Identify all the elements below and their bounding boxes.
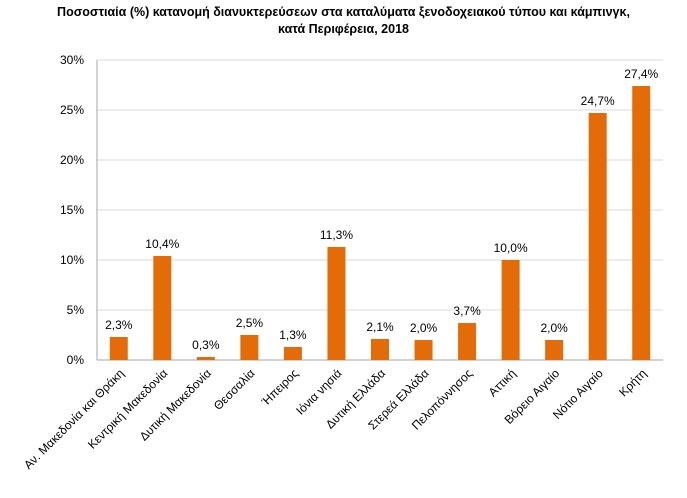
bar <box>196 357 215 360</box>
bar <box>588 113 607 360</box>
bar <box>327 247 346 360</box>
data-label: 2,1% <box>366 320 394 334</box>
y-tick-label: 5% <box>67 303 85 317</box>
data-label: 10,0% <box>494 241 528 255</box>
x-tick-label: Θεσσαλία <box>211 366 258 413</box>
y-tick-label: 0% <box>67 353 85 367</box>
data-label: 2,3% <box>105 318 133 332</box>
bar <box>632 86 651 360</box>
bar <box>545 340 564 360</box>
bar <box>283 347 302 360</box>
x-tick-label: Κρήτη <box>616 366 649 399</box>
y-tick-label: 15% <box>60 203 84 217</box>
data-label: 10,4% <box>145 237 179 251</box>
y-tick-label: 10% <box>60 253 84 267</box>
data-label: 2,5% <box>236 316 264 330</box>
y-tick-label: 20% <box>60 153 84 167</box>
x-tick-label: Αττική <box>486 366 519 399</box>
y-tick-label: 25% <box>60 103 84 117</box>
bar <box>501 260 520 360</box>
chart-title-line-2: κατά Περιφέρεια, 2018 <box>278 22 409 36</box>
data-label: 1,3% <box>279 328 307 342</box>
data-label: 3,7% <box>453 304 481 318</box>
y-tick-label: 30% <box>60 53 84 67</box>
data-label: 11,3% <box>320 228 353 242</box>
bar <box>458 323 477 360</box>
data-label: 27,4% <box>624 67 658 81</box>
x-tick-label: Κεντρική Μακεδονία <box>85 366 170 451</box>
chart-title: Ποσοστιαία (%) κατανομή διανυκτερεύσεων … <box>0 4 687 38</box>
bar <box>153 256 172 360</box>
bar <box>109 337 128 360</box>
data-label: 2,0% <box>540 321 568 335</box>
data-label: 24,7% <box>581 94 615 108</box>
bar <box>414 340 433 360</box>
x-tick-label: Ήπειρος <box>258 366 301 409</box>
data-label: 0,3% <box>192 338 220 352</box>
bar <box>240 335 259 360</box>
data-label: 2,0% <box>410 321 438 335</box>
chart-title-line-1: Ποσοστιαία (%) κατανομή διανυκτερεύσεων … <box>57 5 630 19</box>
bar <box>371 339 389 360</box>
